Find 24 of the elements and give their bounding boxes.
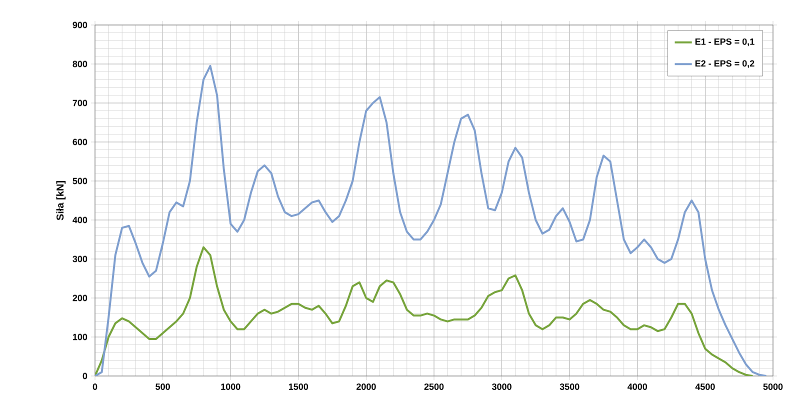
- y-tick-label: 500: [72, 178, 88, 184]
- x-tick-label: 3500: [560, 384, 580, 390]
- x-tick-label: 500: [156, 384, 170, 390]
- x-tick-label: 1500: [288, 384, 308, 390]
- y-tick-label: 400: [72, 216, 88, 224]
- x-tick-label: 3000: [492, 384, 512, 390]
- x-tick-label: 2500: [424, 384, 444, 390]
- y-tick-label: 200: [72, 294, 88, 302]
- y-axis-title: Siła [kN]: [56, 181, 66, 220]
- y-tick-label: 100: [73, 334, 88, 340]
- x-tick-label: 0: [92, 384, 98, 390]
- x-tick-label: 4500: [695, 384, 715, 390]
- y-tick-label: 0: [82, 372, 88, 380]
- x-tick-label: 5000: [763, 384, 783, 390]
- legend-label: E2 - EPS = 0,2: [695, 60, 754, 68]
- y-tick-label: 700: [72, 100, 88, 106]
- legend-label: E1 - EPS = 0,1: [695, 38, 754, 46]
- y-tick-label: 900: [72, 22, 88, 28]
- y-tick-label: 600: [72, 138, 88, 146]
- y-tick-label: 300: [72, 256, 88, 262]
- y-tick-label: 800: [72, 60, 88, 68]
- x-tick-label: 1000: [221, 384, 240, 390]
- x-tick-label: 4000: [628, 384, 648, 390]
- x-tick-label: 2000: [356, 384, 376, 390]
